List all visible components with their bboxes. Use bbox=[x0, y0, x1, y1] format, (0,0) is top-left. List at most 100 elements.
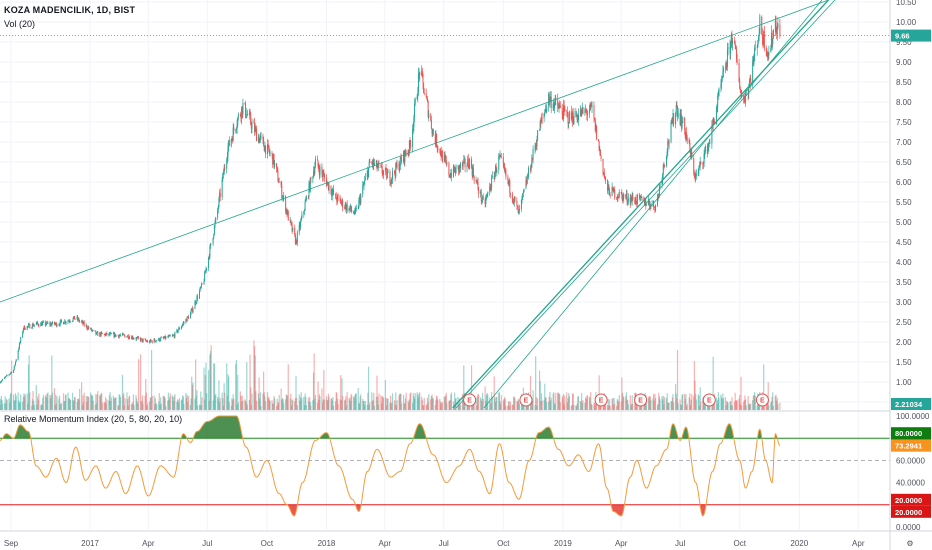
volume-bar bbox=[33, 404, 35, 410]
volume-bar bbox=[328, 396, 330, 410]
volume-legend[interactable]: Vol (20) bbox=[4, 19, 36, 29]
volume-bar bbox=[684, 393, 686, 410]
candle-body bbox=[715, 109, 717, 124]
candle-body bbox=[421, 70, 423, 75]
candle-body bbox=[493, 175, 495, 179]
candle-body bbox=[581, 107, 583, 110]
symbol-title[interactable]: KOZA MADENCILIK, 1D, BIST bbox=[4, 5, 136, 15]
rmi-legend[interactable]: Relative Momentum Index (20, 5, 80, 20, … bbox=[4, 414, 183, 424]
candle-body bbox=[641, 197, 643, 201]
volume-bar bbox=[499, 401, 501, 410]
price-tick-label: 2.50 bbox=[896, 318, 912, 327]
volume-bar bbox=[109, 392, 111, 410]
volume-bar bbox=[481, 401, 483, 410]
volume-bar bbox=[562, 398, 564, 410]
candle-body bbox=[303, 210, 305, 212]
x-tick-label: Oct bbox=[733, 539, 746, 548]
candle-body bbox=[671, 121, 673, 124]
volume-bar bbox=[672, 394, 674, 410]
volume-bar bbox=[127, 399, 129, 410]
candle-body bbox=[169, 335, 171, 336]
candle-body bbox=[703, 153, 705, 164]
candle-body bbox=[133, 338, 135, 340]
candle-body bbox=[731, 34, 733, 44]
candle-body bbox=[544, 112, 546, 114]
volume-bar bbox=[382, 396, 384, 410]
candle-body bbox=[246, 113, 248, 118]
volume-bar bbox=[349, 397, 351, 410]
candle-body bbox=[561, 108, 563, 115]
volume-bar bbox=[350, 393, 352, 410]
candle-body bbox=[621, 194, 623, 201]
volume-bar bbox=[595, 404, 598, 410]
volume-bar bbox=[72, 400, 74, 410]
volume-bar bbox=[698, 405, 701, 410]
volume-bar bbox=[167, 392, 170, 410]
candle-body bbox=[573, 111, 575, 124]
volume-bar bbox=[294, 398, 296, 410]
candle-body bbox=[473, 168, 475, 177]
candle-body bbox=[122, 333, 124, 335]
volume-bar bbox=[627, 400, 629, 410]
volume-bar bbox=[205, 362, 207, 410]
volume-bar bbox=[571, 404, 573, 410]
volume-bar bbox=[775, 394, 777, 410]
volume-bar bbox=[575, 405, 578, 410]
volume-bar bbox=[219, 397, 221, 410]
volume-bar bbox=[139, 354, 142, 410]
volume-bar bbox=[343, 400, 346, 410]
candle-body bbox=[631, 195, 633, 202]
candle-body bbox=[358, 197, 360, 201]
candle-body bbox=[31, 327, 33, 329]
candle-body bbox=[113, 333, 115, 337]
volume-bar bbox=[675, 393, 677, 410]
volume-bar bbox=[486, 392, 488, 410]
rmi-lower-badge-b-label: 20.0000 bbox=[895, 508, 922, 517]
volume-bar bbox=[623, 397, 625, 410]
volume-bar bbox=[0, 405, 1, 410]
volume-bar bbox=[207, 370, 210, 410]
candle-body bbox=[137, 336, 139, 338]
candle-body bbox=[32, 324, 34, 327]
volume-bar bbox=[153, 395, 155, 410]
candle-body bbox=[455, 166, 457, 174]
candle-body bbox=[629, 197, 631, 204]
volume-bar bbox=[410, 392, 412, 410]
volume-bar bbox=[106, 399, 108, 410]
candle-body bbox=[717, 95, 719, 107]
volume-bar bbox=[149, 401, 151, 410]
volume-bar bbox=[17, 392, 19, 410]
volume-bar bbox=[591, 404, 593, 410]
candle-body bbox=[763, 31, 765, 49]
volume-bar bbox=[498, 392, 501, 410]
candle-body bbox=[509, 180, 511, 193]
candle-body bbox=[636, 203, 638, 204]
settings-gear-icon[interactable]: ⚙ bbox=[906, 539, 913, 548]
volume-bar bbox=[140, 401, 142, 410]
candle-body bbox=[182, 322, 184, 325]
volume-bar bbox=[249, 354, 251, 410]
candle-body bbox=[440, 154, 442, 158]
volume-bar bbox=[594, 403, 596, 410]
candle-body bbox=[0, 381, 2, 383]
x-tick-label: Apr bbox=[379, 539, 392, 548]
volume-bar bbox=[13, 400, 15, 410]
candle-body bbox=[444, 155, 446, 158]
candle-body bbox=[754, 47, 756, 57]
volume-bar bbox=[68, 398, 70, 410]
candle-body bbox=[9, 373, 11, 375]
volume-bar bbox=[321, 402, 324, 410]
volume-bar bbox=[26, 393, 28, 410]
candle-body bbox=[327, 182, 329, 190]
volume-bar bbox=[562, 393, 565, 410]
volume-bar bbox=[387, 398, 389, 410]
candle-body bbox=[734, 40, 736, 43]
volume-bar bbox=[76, 402, 78, 410]
candle-body bbox=[752, 60, 754, 83]
volume-bar bbox=[214, 395, 216, 410]
candle-body bbox=[399, 157, 401, 167]
volume-bar bbox=[480, 397, 482, 410]
volume-bar bbox=[344, 399, 346, 410]
volume-bar bbox=[46, 393, 48, 410]
